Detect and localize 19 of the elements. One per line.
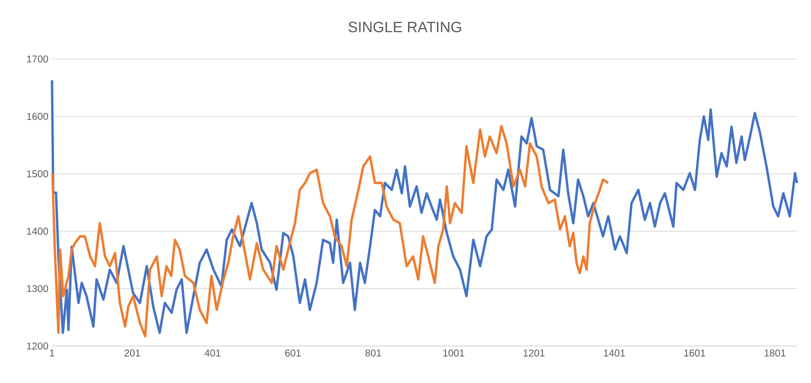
y-tick-label: 1600: [27, 112, 48, 120]
y-tick-label: 1700: [27, 55, 48, 63]
x-tick-label: 601: [285, 350, 301, 357]
x-tick-label: 401: [204, 350, 220, 357]
line-series: [50, 79, 798, 334]
y-tick-label: 1500: [27, 170, 48, 178]
y-tick-label: 1300: [27, 285, 48, 292]
x-tick-label: 1601: [684, 350, 706, 357]
x-tick-label: 1801: [764, 350, 786, 357]
x-tick-label: 1201: [524, 350, 545, 357]
y-tick-label: 1400: [27, 228, 48, 235]
x-tick-label: 1401: [604, 350, 625, 357]
x-tick-label: 201: [124, 350, 140, 357]
x-tick-label: 1: [50, 350, 54, 356]
x-tick-label: 801: [365, 350, 382, 357]
y-tick-label: 1200: [27, 342, 48, 350]
line-series: [51, 124, 610, 338]
x-tick-label: 1001: [443, 350, 464, 357]
chart-title: SINGLE RATING: [348, 22, 462, 32]
